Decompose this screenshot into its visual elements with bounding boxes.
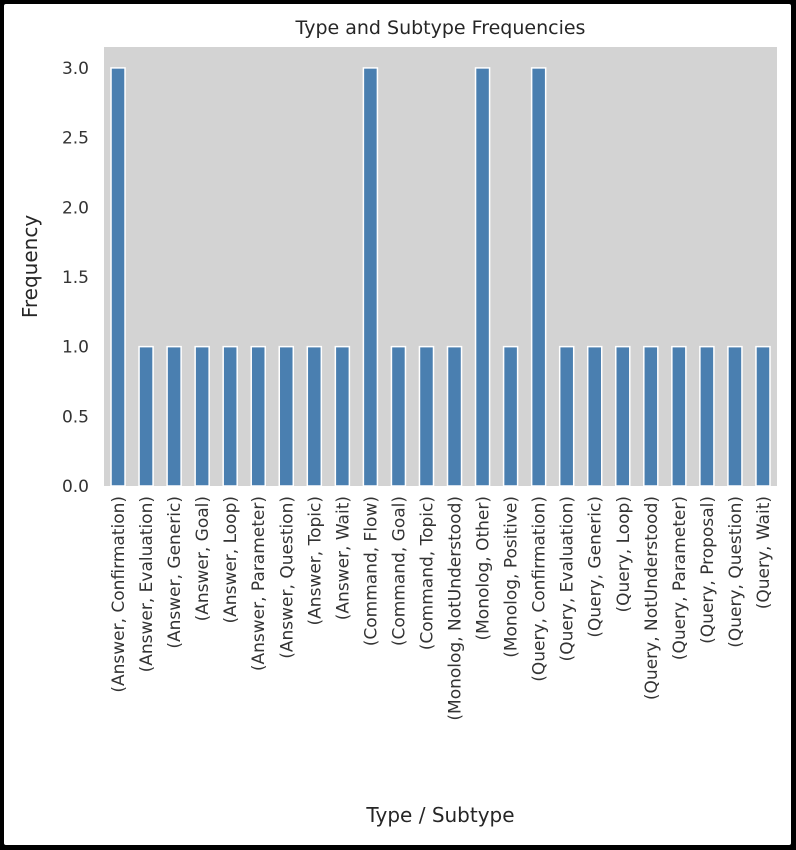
x-tick-label: (Monolog, Positive) [502,496,522,658]
y-tick-label: 0.0 [62,477,89,497]
y-axis: 0.0 0.5 1.0 1.5 2.0 2.5 3.0 [62,59,89,497]
bar [558,345,575,487]
x-tick-label: (Answer, Evaluation) [137,496,157,672]
x-tick-label: (Answer, Topic) [305,496,325,625]
bar [390,345,407,487]
bar-chart: 0.0 0.5 1.0 1.5 2.0 2.5 3.0 (Answer, Confirmat… [18,17,777,827]
chart-title: Type and Subtype Frequencies [295,17,586,39]
bar [110,67,126,487]
x-tick-label: (Command, Goal) [389,496,409,646]
bar [362,67,379,487]
bar [138,345,154,487]
x-axis: (Answer, Confirmation) (Answer, Evaluatio… [109,496,774,721]
bar [643,345,659,487]
bar [222,345,238,487]
bar [250,345,266,487]
y-tick-label: 2.5 [62,129,89,149]
y-tick-label: 1.5 [62,268,89,288]
x-tick-label: (Query, Loop) [614,496,634,613]
y-tick-label: 0.5 [62,407,89,427]
bar [671,345,687,487]
x-tick-label: (Answer, Loop) [221,496,241,623]
bar [334,345,351,487]
bar [194,345,210,487]
x-tick-label: (Query, Evaluation) [558,496,578,661]
x-tick-label: (Command, Flow) [361,496,381,646]
x-tick-label: (Query, Proposal) [698,496,718,644]
x-tick-label: (Answer, Wait) [333,496,353,620]
bar [699,345,715,487]
x-tick-label: (Command, Topic) [417,496,437,650]
bar [615,345,631,487]
x-tick-label: (Answer, Question) [277,496,297,659]
bar [530,67,547,487]
x-tick-label: (Answer, Parameter) [249,496,269,671]
x-tick-label: (Query, Question) [726,496,746,648]
x-tick-label: (Answer, Goal) [193,496,213,621]
x-tick-label: (Answer, Generic) [165,496,185,649]
bar [474,67,491,487]
bar [586,345,603,487]
bar [166,345,182,487]
figure-frame: 0.0 0.5 1.0 1.5 2.0 2.5 3.0 (Answer, Confirmat… [4,4,791,845]
x-tick-label: (Query, Confirmation) [530,496,550,682]
x-axis-label: Type / Subtype [365,803,514,827]
x-tick-label: (Answer, Confirmation) [109,496,129,693]
plot-area [104,47,777,486]
x-tick-label: (Query, NotUnderstood) [642,496,662,700]
y-tick-label: 1.0 [62,338,89,358]
x-tick-label: (Query, Wait) [754,496,774,609]
bar [502,345,519,487]
bar [418,345,435,487]
bar [446,345,463,487]
y-tick-label: 2.0 [62,198,89,218]
bar [306,345,323,487]
x-tick-label: (Monolog, NotUnderstood) [446,496,466,721]
bar [278,345,295,487]
bar [755,345,771,487]
y-axis-label: Frequency [18,215,42,318]
x-tick-label: (Monolog, Other) [474,496,494,641]
bar-series [110,67,771,487]
y-tick-label: 3.0 [62,59,89,79]
bar [727,345,743,487]
x-tick-label: (Query, Generic) [586,496,606,638]
x-tick-label: (Query, Parameter) [670,496,690,660]
